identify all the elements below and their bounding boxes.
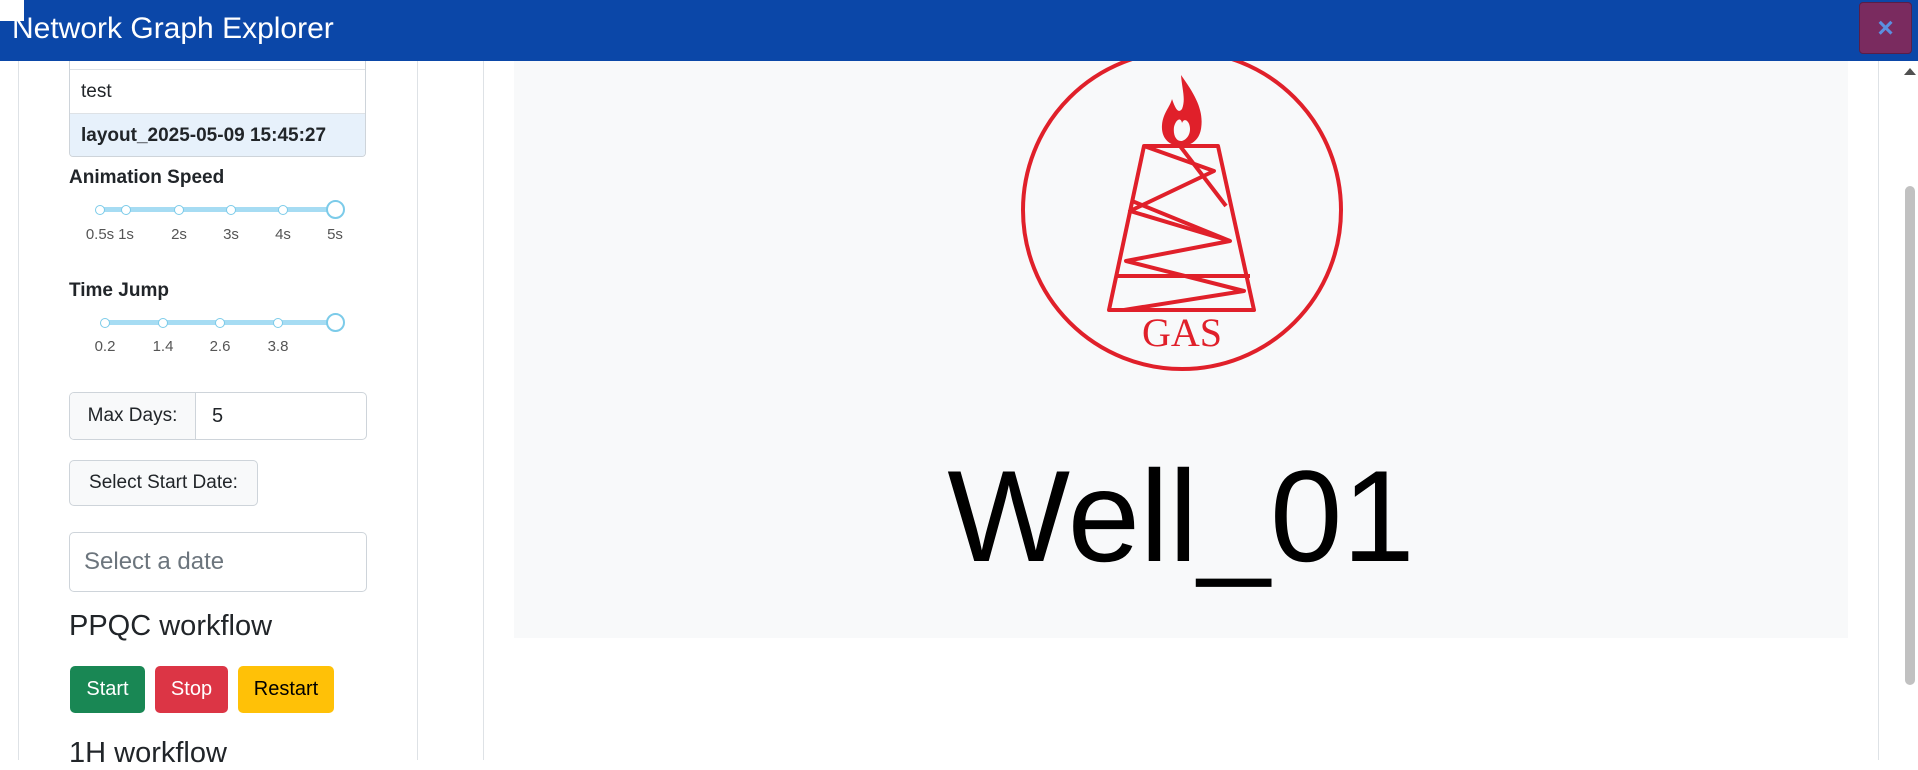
max-days-group: Max Days: 5 bbox=[69, 392, 367, 440]
well-name: Well_01 bbox=[947, 443, 1415, 589]
sidebar-border-left bbox=[18, 61, 19, 760]
title-bar: Network Graph Explorer × bbox=[0, 0, 1918, 61]
gas-well-icon bbox=[1021, 61, 1343, 371]
animation-speed-tick: 5s bbox=[327, 226, 343, 243]
time-jump-tick: 1.4 bbox=[152, 338, 174, 355]
app-title: Network Graph Explorer bbox=[12, 12, 334, 45]
main-border-left bbox=[483, 61, 484, 760]
animation-speed-stop[interactable] bbox=[174, 205, 184, 215]
time-jump-tick: 0.2 bbox=[94, 338, 116, 355]
flame-icon bbox=[1161, 75, 1202, 146]
time-jump-stop[interactable] bbox=[100, 318, 110, 328]
start-date-input[interactable] bbox=[69, 532, 367, 592]
animation-speed-track[interactable] bbox=[100, 207, 336, 212]
animation-speed-handle[interactable] bbox=[326, 200, 345, 219]
scroll-up-arrow-icon[interactable] bbox=[1904, 68, 1916, 75]
well-card: GAS Well_01 bbox=[514, 61, 1848, 638]
time-jump-label: Time Jump bbox=[69, 280, 169, 301]
animation-speed-stop[interactable] bbox=[95, 205, 105, 215]
main-border-right bbox=[1878, 61, 1879, 760]
animation-speed-label: Animation Speed bbox=[69, 167, 225, 188]
close-icon: × bbox=[1877, 12, 1894, 43]
ppqc-restart-button[interactable]: Restart bbox=[238, 666, 334, 713]
start-date-label: Select Start Date: bbox=[69, 460, 258, 506]
time-jump-tick: 2.6 bbox=[209, 338, 231, 355]
animation-speed-stop[interactable] bbox=[121, 205, 131, 215]
close-button[interactable]: × bbox=[1859, 2, 1912, 54]
sidebar-border-right bbox=[417, 61, 418, 760]
gas-well-logo: GAS bbox=[1021, 61, 1343, 371]
ppqc-start-button[interactable]: Start bbox=[70, 666, 145, 713]
animation-speed-tick: 4s bbox=[275, 226, 291, 243]
gas-logo-text: GAS bbox=[1142, 310, 1222, 355]
title-bar-corner bbox=[0, 0, 24, 21]
max-days-label: Max Days: bbox=[70, 393, 196, 439]
animation-speed-tick: 3s bbox=[223, 226, 239, 243]
ppqc-stop-button[interactable]: Stop bbox=[155, 666, 228, 713]
time-jump-stop[interactable] bbox=[158, 318, 168, 328]
animation-speed-tick: 0.5s bbox=[85, 226, 115, 243]
max-days-input[interactable]: 5 bbox=[212, 405, 224, 427]
layout-item-selected[interactable]: layout_2025-05-09 15:45:27 bbox=[70, 113, 365, 156]
layout-list: test layout_2025-05-09 15:45:27 bbox=[69, 61, 366, 157]
animation-speed-tick: 1s bbox=[118, 226, 134, 243]
time-jump-stop[interactable] bbox=[273, 318, 283, 328]
layout-item-test[interactable]: test bbox=[70, 69, 365, 113]
animation-speed-tick: 2s bbox=[171, 226, 187, 243]
time-jump-tick: 3.8 bbox=[267, 338, 289, 355]
ppqc-workflow-title: PPQC workflow bbox=[69, 610, 273, 642]
scrollbar-thumb[interactable] bbox=[1905, 186, 1915, 685]
h1-workflow-title: 1H workflow bbox=[69, 737, 227, 769]
animation-speed-stop[interactable] bbox=[278, 205, 288, 215]
time-jump-handle[interactable] bbox=[326, 313, 345, 332]
animation-speed-stop[interactable] bbox=[226, 205, 236, 215]
time-jump-stop[interactable] bbox=[215, 318, 225, 328]
